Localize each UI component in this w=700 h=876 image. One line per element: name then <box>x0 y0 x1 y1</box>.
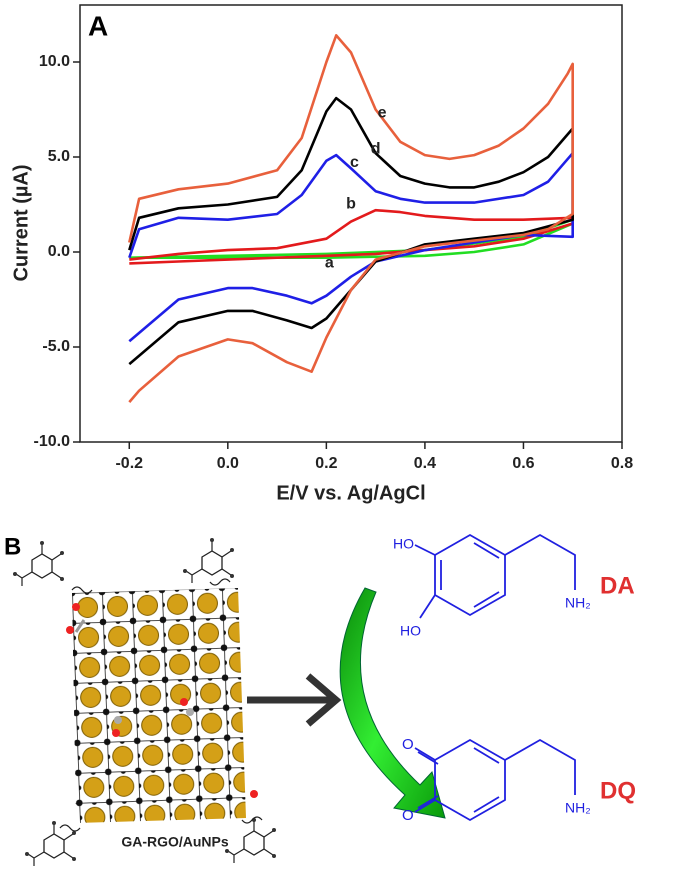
y-tick-label: -10.0 <box>34 433 71 450</box>
compound-name: DA <box>600 572 635 599</box>
gallic-acid-groups <box>13 538 276 866</box>
plot-area: A E/V vs. Ag/AgCl Current (µA) -0.2 0.0 0.… <box>10 4 633 504</box>
panel-label: A <box>88 10 108 41</box>
curve-label: a <box>325 255 334 272</box>
curve-label: d <box>371 141 381 158</box>
curve-label: e <box>378 105 387 122</box>
plot-frame <box>79 4 623 443</box>
quinone-structure <box>414 738 576 822</box>
y-axis-title: Current (µA) <box>10 164 32 281</box>
scheme: B GA-RGO/AuNPs HO <box>4 533 636 866</box>
curve-label: c <box>350 154 359 171</box>
x-tick-label: 0.8 <box>611 455 633 472</box>
composite-label: GA-RGO/AuNPs <box>121 834 229 850</box>
x-tick-label: -0.2 <box>115 455 143 472</box>
x-tick-label: 0.0 <box>217 455 239 472</box>
cv-curve <box>129 208 574 265</box>
x-tick-label: 0.2 <box>315 455 337 472</box>
atom-label: NH₂ <box>565 800 591 816</box>
atom-label: NH₂ <box>565 595 591 611</box>
cv-curve <box>128 34 574 403</box>
panel-label: B <box>4 533 21 560</box>
y-tick-label: 10.0 <box>39 53 70 70</box>
y-tick-label: -5.0 <box>42 338 70 355</box>
atom-label: O <box>402 736 414 753</box>
oxygen-groups <box>66 603 258 798</box>
x-tick-label: 0.4 <box>414 455 436 472</box>
y-tick-label: 0.0 <box>48 243 70 260</box>
y-tick-label: 5.0 <box>48 148 70 165</box>
oxidation-arrow <box>339 587 446 819</box>
x-axis-title: E/V vs. Ag/AgCl <box>276 482 425 504</box>
atom-label: O <box>402 807 414 824</box>
reaction-arrow <box>247 673 342 727</box>
graphene-sheet <box>72 588 246 823</box>
atom-label: HO <box>393 536 414 552</box>
x-tick-label: 0.6 <box>512 455 534 472</box>
cv-curve <box>128 96 574 366</box>
curve-label: b <box>346 196 356 213</box>
atom-label: HO <box>400 623 421 639</box>
compound-name: DQ <box>600 777 636 804</box>
cv-curve <box>128 151 574 343</box>
dopamine-structure <box>414 533 576 619</box>
